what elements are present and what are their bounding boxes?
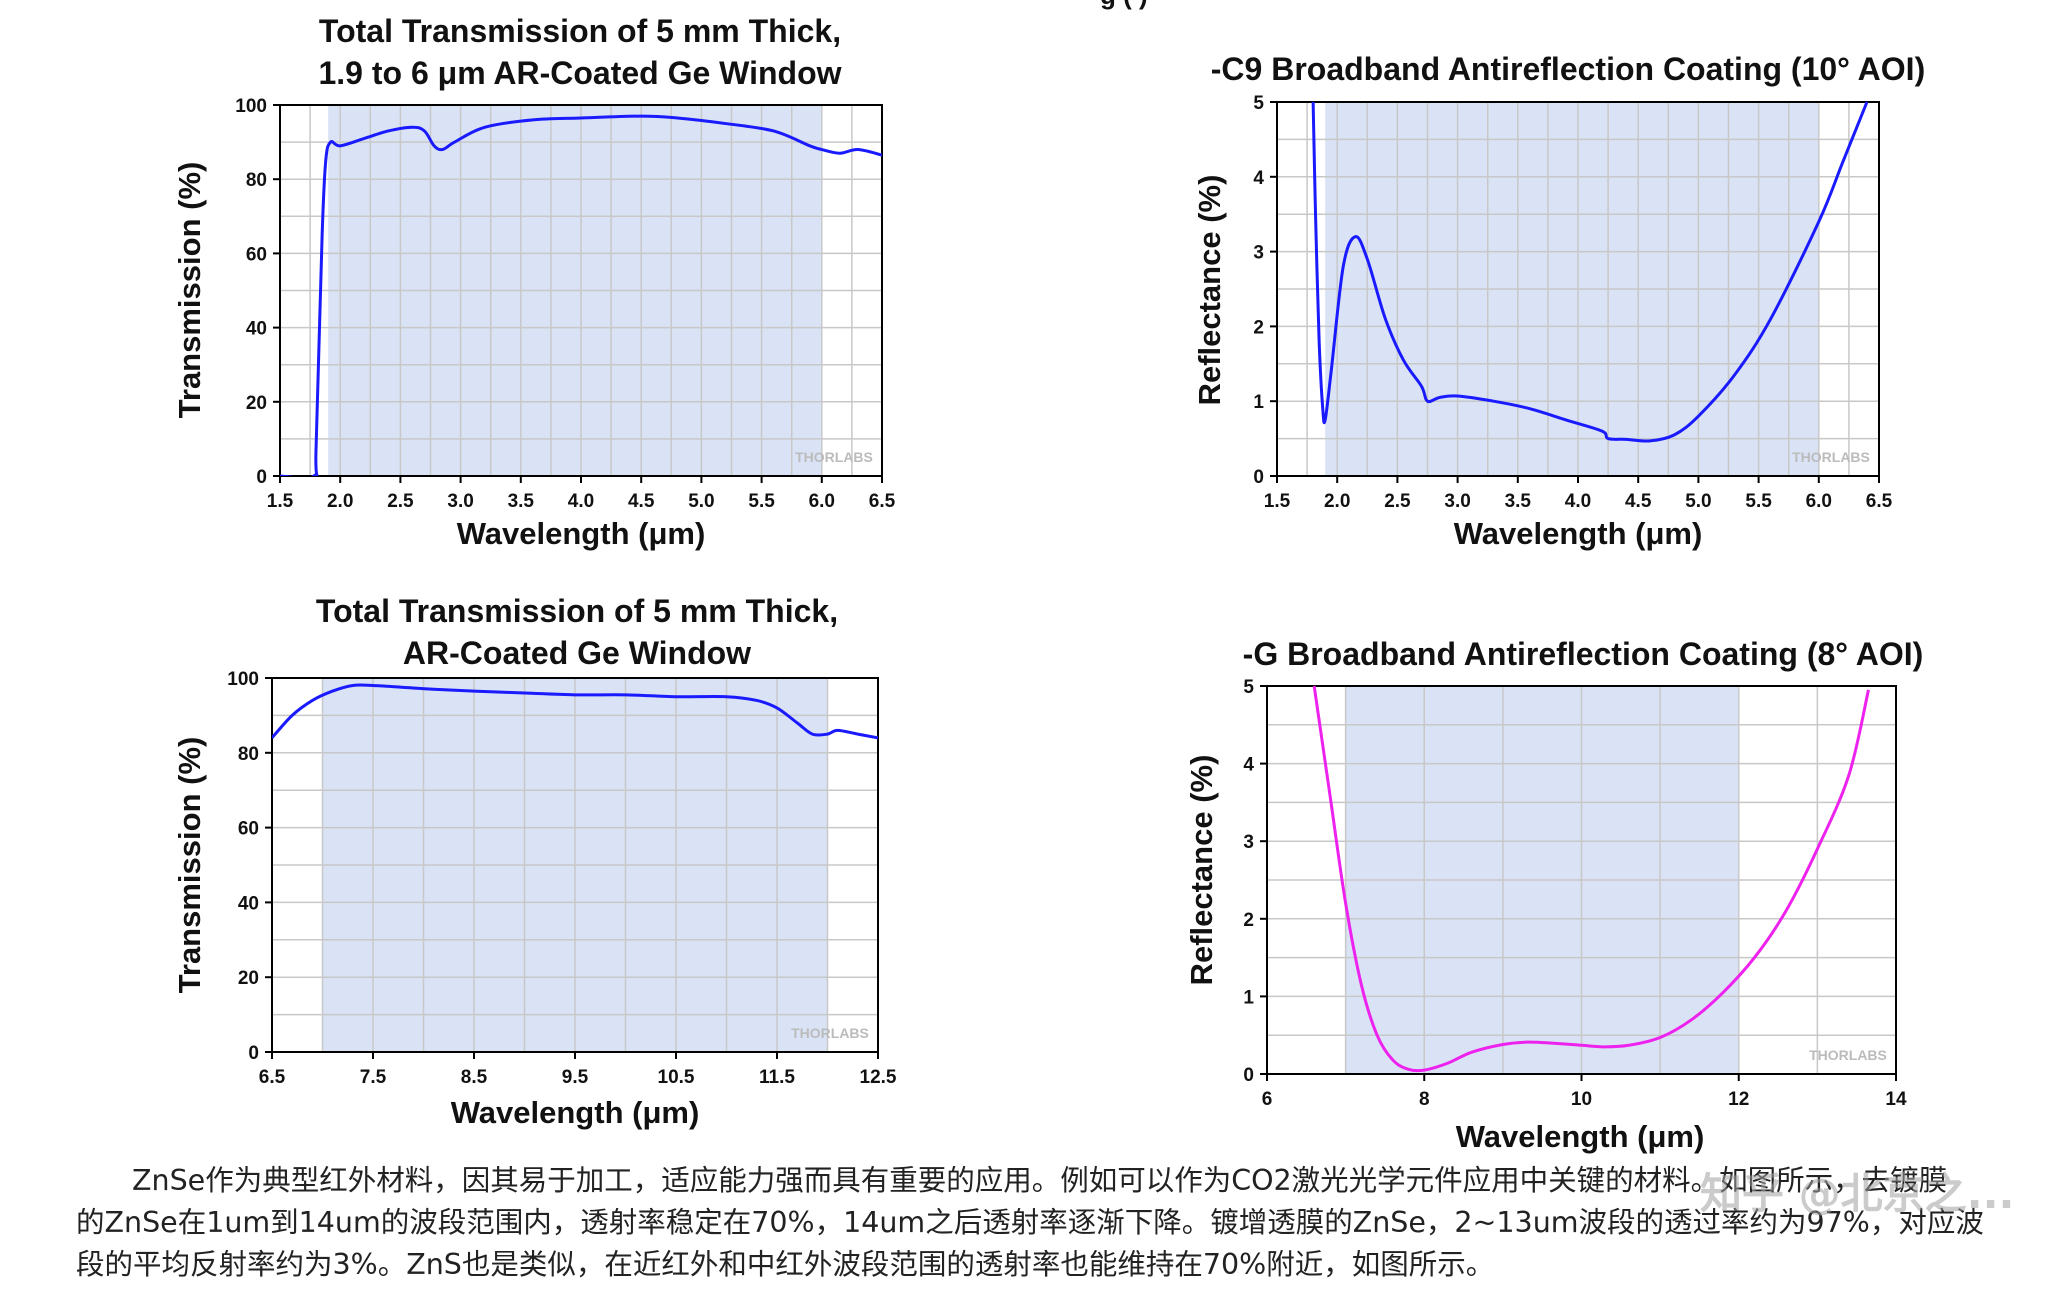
chart-title: 1.9 to 6 μm AR-Coated Ge Window [318,55,841,91]
y-tick-label: 40 [238,893,259,914]
caption: ZnSe作为典型红外材料，因其易于加工，适应能力强而具有重要的应用。例如可以作为… [76,1160,2046,1286]
plot-area [1276,101,1880,477]
y-axis-label: Transmission (%) [172,737,207,994]
y-tick-label: 4 [1253,168,1264,189]
caption-line: 段的平均反射率约为3%。ZnS也是类似，在近红外和中红外波段范围的透射率也能维持… [76,1248,1495,1281]
y-tick-label: 60 [246,244,267,265]
chart-2: -C9 Broadband Antireflection Coating (10… [1192,51,1925,551]
x-tick-label: 6.5 [869,491,896,512]
chart-title: Total Transmission of 5 mm Thick, [319,13,841,49]
chart-3: Total Transmission of 5 mm Thick, AR-Coa… [172,593,897,1130]
brand-logo: THORLABS [1809,1047,1887,1063]
x-tick-label: 3.0 [447,491,473,512]
y-tick-label: 0 [1243,1065,1254,1086]
brand-logo: THORLABS [1792,449,1870,465]
x-tick-label: 1.5 [267,491,294,512]
y-tick-label: 1 [1243,987,1254,1008]
x-axis-label: Wavelength (μm) [457,516,706,551]
x-tick-label: 2.5 [1384,491,1411,512]
x-tick-label: 5.5 [748,491,775,512]
x-tick-label: 3.5 [508,491,535,512]
y-tick-label: 80 [238,744,259,765]
x-axis-label: Wavelength (μm) [1456,1119,1705,1154]
x-tick-label: 5.0 [688,491,714,512]
series-line [1311,101,1869,443]
y-tick-label: 5 [1253,93,1264,114]
x-tick-label: 5.0 [1685,491,1711,512]
chart-1: Total Transmission of 5 mm Thick, 1.9 to… [172,13,896,551]
plot-area [1266,685,1897,1075]
y-tick-label: 1 [1253,392,1264,413]
plot-area [279,104,883,477]
y-tick-label: 3 [1243,832,1254,853]
brand-logo: THORLABS [791,1025,869,1041]
x-tick-label: 7.5 [360,1067,387,1088]
y-tick-label: 20 [238,968,259,989]
y-tick-label: 100 [227,669,259,690]
y-tick-label: 2 [1253,317,1264,338]
x-tick-label: 11.5 [759,1067,795,1088]
x-tick-label: 12 [1728,1089,1749,1110]
y-tick-label: 4 [1243,755,1254,776]
x-tick-label: 4.5 [1625,491,1652,512]
x-tick-label: 9.5 [562,1067,589,1088]
x-axis-label: Wavelength (μm) [1454,516,1703,551]
chart-4: -G Broadband Antireflection Coating (8° … [1184,636,1923,1154]
y-tick-label: 40 [246,319,267,340]
plot-area [271,677,879,1053]
y-tick-label: 0 [256,467,267,488]
series-line [280,114,882,476]
x-tick-label: 8 [1419,1089,1430,1110]
x-tick-label: 6.0 [1806,491,1832,512]
series-line [272,683,878,740]
chart-title: Total Transmission of 5 mm Thick, [316,593,838,629]
chart-title: AR-Coated Ge Window [403,635,751,671]
brand-logo: THORLABS [795,449,873,465]
x-tick-label: 12.5 [860,1067,897,1088]
x-tick-label: 2.5 [387,491,414,512]
x-tick-label: 2.0 [327,491,353,512]
x-tick-label: 4.0 [1565,491,1591,512]
x-tick-label: 6.0 [809,491,835,512]
x-tick-label: 5.5 [1745,491,1772,512]
y-axis-label: Transmission (%) [172,162,207,419]
caption-line: 的ZnSe在1um到14um的波段范围内，透射率稳定在70%，14um之后透射率… [76,1206,1984,1239]
y-tick-label: 0 [1253,467,1264,488]
top-cutoff-text: g ( ) [1100,0,1148,10]
x-tick-label: 6.5 [259,1067,286,1088]
x-tick-label: 6 [1262,1089,1273,1110]
y-tick-label: 20 [246,393,267,414]
x-tick-label: 2.0 [1324,491,1350,512]
y-axis-label: Reflectance (%) [1184,755,1219,986]
x-tick-label: 10 [1571,1089,1592,1110]
x-tick-label: 10.5 [658,1067,695,1088]
chart-title: -G Broadband Antireflection Coating (8° … [1243,636,1924,672]
x-tick-label: 3.5 [1505,491,1532,512]
x-tick-label: 6.5 [1866,491,1893,512]
caption-line: ZnSe作为典型红外材料，因其易于加工，适应能力强而具有重要的应用。例如可以作为… [132,1164,1948,1197]
x-tick-label: 1.5 [1264,491,1291,512]
y-tick-label: 100 [235,96,267,117]
zhihu-watermark: 知乎 @北京之... [1700,1169,2015,1218]
y-tick-label: 80 [246,170,267,191]
chart-title: -C9 Broadband Antireflection Coating (10… [1211,51,1925,87]
y-tick-label: 60 [238,819,259,840]
x-tick-label: 3.0 [1444,491,1470,512]
x-tick-label: 4.5 [628,491,655,512]
y-tick-label: 3 [1253,243,1264,264]
series-line [1312,685,1870,1073]
y-tick-label: 0 [248,1043,259,1064]
x-tick-label: 14 [1885,1089,1907,1110]
x-tick-label: 4.0 [568,491,594,512]
y-tick-label: 2 [1243,910,1254,931]
x-axis-label: Wavelength (μm) [451,1095,700,1130]
y-tick-label: 5 [1243,677,1254,698]
x-tick-label: 8.5 [461,1067,488,1088]
y-axis-label: Reflectance (%) [1192,175,1227,406]
